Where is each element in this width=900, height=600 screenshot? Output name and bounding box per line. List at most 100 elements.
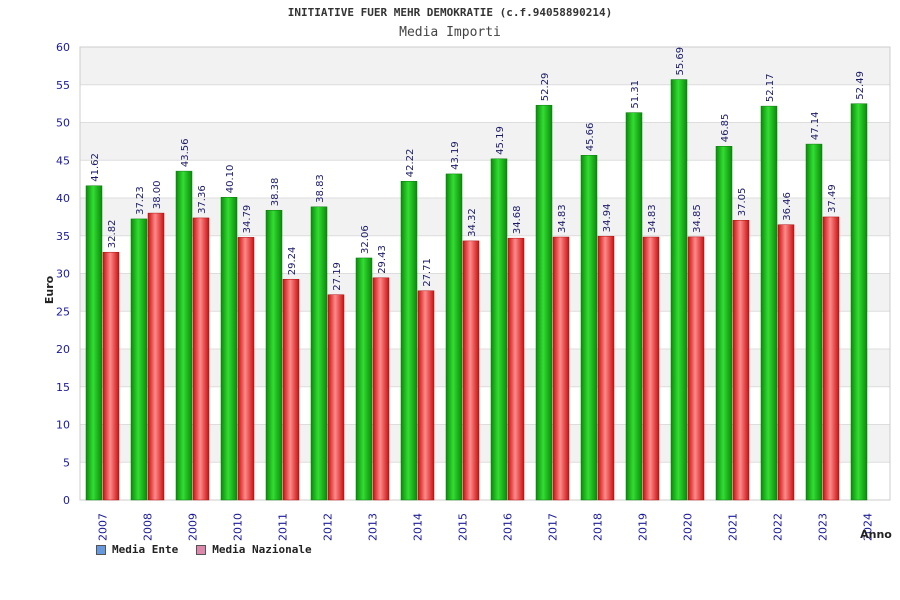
data-label: 34.32 [467, 208, 478, 237]
legend-label-media-ente: Media Ente [112, 543, 179, 556]
bar-media-nazionale [147, 212, 165, 501]
y-tick-label: 50 [56, 117, 70, 130]
data-label: 34.83 [647, 204, 658, 233]
bar-media-nazionale [192, 217, 210, 501]
bar-media-ente [130, 218, 148, 501]
data-label: 47.14 [810, 111, 821, 140]
bar-media-ente [445, 173, 463, 501]
bar-media-ente [400, 180, 418, 501]
data-label: 51.31 [630, 80, 641, 109]
x-tick-label: 2021 [727, 513, 740, 541]
y-tick-label: 45 [56, 154, 70, 167]
data-label: 40.10 [225, 165, 236, 194]
grid-band [80, 349, 890, 387]
bar-media-ente [85, 185, 103, 501]
bar-media-nazionale [687, 236, 705, 501]
y-tick-label: 40 [56, 192, 70, 205]
data-label: 45.19 [495, 126, 506, 155]
legend-label-media-nazionale: Media Nazionale [212, 543, 312, 556]
x-tick-label: 2022 [772, 513, 785, 541]
x-tick-label: 2014 [412, 513, 425, 541]
x-tick-label: 2007 [97, 513, 110, 541]
legend-swatch-media-nazionale [196, 544, 207, 555]
data-label: 37.23 [135, 186, 146, 215]
x-tick-label: 2009 [187, 513, 200, 541]
bar-media-nazionale [507, 237, 525, 501]
data-label: 29.43 [377, 245, 388, 274]
grid-band [80, 424, 890, 463]
data-label: 34.68 [512, 206, 523, 235]
data-label: 43.56 [180, 138, 191, 167]
data-label: 32.82 [107, 220, 118, 249]
bar-media-ente [310, 206, 328, 501]
data-label: 32.06 [360, 225, 371, 254]
data-label: 38.00 [152, 180, 163, 209]
x-tick-label: 2023 [817, 513, 830, 541]
data-label: 37.05 [737, 188, 748, 217]
data-label: 27.71 [422, 258, 433, 287]
grid-band [80, 47, 890, 85]
y-tick-label: 35 [56, 230, 70, 243]
x-tick-label: 2019 [637, 513, 650, 541]
data-label: 38.83 [315, 174, 326, 203]
data-label: 36.46 [782, 192, 793, 221]
bar-media-nazionale [642, 236, 660, 501]
bar-media-nazionale [777, 224, 795, 501]
bar-media-ente [490, 158, 508, 501]
bar-media-ente [175, 170, 193, 501]
bar-media-ente [265, 209, 283, 501]
x-tick-label: 2018 [592, 513, 605, 541]
bar-media-ente [355, 257, 373, 501]
data-label: 38.38 [270, 178, 281, 207]
data-label: 52.29 [540, 73, 551, 102]
x-tick-label: 2012 [322, 513, 335, 541]
x-tick-label: 2015 [457, 513, 470, 541]
bar-media-nazionale [237, 237, 255, 501]
x-tick-label: 2008 [142, 513, 155, 541]
y-tick-label: 0 [63, 494, 70, 507]
data-label: 34.83 [557, 204, 568, 233]
x-axis-title: Anno [860, 528, 892, 541]
legend-item-media-nazionale: Media Nazionale [196, 543, 312, 556]
y-tick-label: 30 [56, 268, 70, 281]
bar-media-nazionale [822, 216, 840, 501]
bar-media-nazionale [732, 220, 750, 501]
bar-media-ente [670, 79, 688, 501]
data-label: 45.66 [585, 123, 596, 152]
bar-media-ente [580, 155, 598, 501]
bar-media-nazionale [327, 294, 345, 501]
grid-band [80, 122, 890, 161]
x-tick-label: 2010 [232, 513, 245, 541]
data-label: 29.24 [287, 247, 298, 276]
bar-media-nazionale [597, 235, 615, 501]
data-label: 37.36 [197, 185, 208, 214]
chart-subtitle: Media Importi [399, 25, 501, 40]
grid-band [80, 273, 890, 312]
bar-media-nazionale [417, 290, 435, 501]
x-tick-label: 2020 [682, 513, 695, 541]
data-label: 34.79 [242, 205, 253, 234]
bar-media-ente [805, 143, 823, 501]
bar-media-ente [715, 146, 733, 501]
y-tick-label: 10 [56, 419, 70, 432]
legend-item-media-ente: Media Ente [96, 543, 178, 556]
bar-media-nazionale [102, 251, 120, 501]
plot-border [79, 46, 891, 501]
x-tick-label: 2011 [277, 513, 290, 541]
data-label: 34.94 [602, 204, 613, 233]
bar-media-nazionale [282, 278, 300, 501]
y-tick-label: 55 [56, 79, 70, 92]
data-label: 34.85 [692, 204, 703, 233]
bar-media-ente [220, 196, 238, 501]
bar-media-ente [760, 105, 778, 501]
bar-media-ente [625, 112, 643, 501]
data-label: 46.85 [720, 114, 731, 143]
y-axis-title: Euro [43, 275, 56, 304]
data-label: 55.69 [675, 47, 686, 76]
data-label: 52.17 [765, 73, 776, 102]
legend-swatch-media-ente [96, 544, 106, 555]
legend: Media Ente Media Nazionale [96, 543, 312, 556]
x-tick-label: 2024 [862, 513, 875, 541]
data-label: 27.19 [332, 262, 343, 291]
